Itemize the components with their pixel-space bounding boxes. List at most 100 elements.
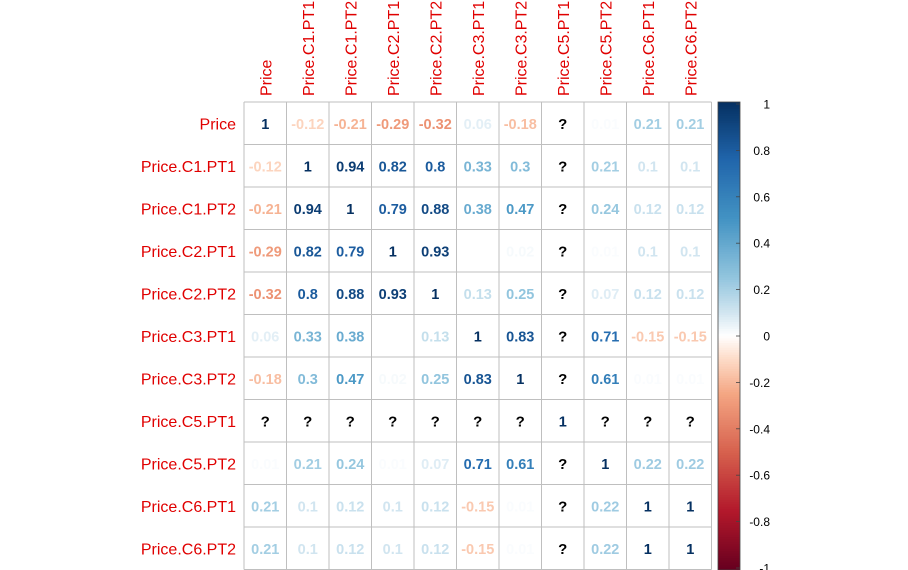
colorbar-segment — [718, 153, 740, 157]
colorbar-segment — [718, 403, 740, 407]
colorbar-segment — [718, 410, 740, 414]
corr-value-label: 0.01 — [379, 457, 407, 473]
colorbar-tick-label: -0.6 — [749, 469, 770, 483]
corr-cell — [499, 442, 541, 484]
corr-cell — [244, 187, 286, 229]
corr-value-label: 1 — [389, 244, 397, 260]
corr-value-label: 1 — [686, 542, 694, 558]
corr-value-label: 0.06 — [251, 329, 279, 345]
corr-value-label: 0.22 — [591, 542, 619, 558]
corr-cell — [457, 230, 499, 272]
colorbar-segment — [718, 179, 740, 183]
colorbar-segment — [718, 289, 740, 293]
colorbar-segment — [718, 448, 740, 452]
corr-cell — [287, 315, 329, 357]
colorbar-segment — [718, 560, 740, 564]
colorbar-segment — [718, 216, 740, 220]
corr-cell — [329, 102, 371, 144]
colorbar-segment — [718, 233, 740, 236]
missing-value-mark: ? — [346, 413, 355, 430]
colorbar-segment — [718, 275, 740, 279]
colorbar-segment — [718, 474, 740, 477]
corr-value-label: 0.79 — [336, 244, 364, 260]
colorbar-segment — [718, 221, 740, 225]
colorbar-segment — [718, 336, 740, 339]
colorbar-segment — [718, 263, 740, 267]
colorbar-segment — [718, 389, 740, 393]
colorbar-segment — [718, 511, 740, 515]
colorbar-segment — [718, 427, 740, 431]
row-label: Price.C1.PT2 — [141, 201, 236, 218]
colorbar-segment — [718, 546, 740, 550]
corr-cell — [457, 485, 499, 527]
corr-cell — [669, 357, 711, 399]
colorbar-segment — [718, 567, 740, 570]
corr-cell — [329, 230, 371, 272]
colorbar-segment — [718, 359, 740, 363]
colorbar-segment — [718, 441, 740, 445]
colorbar-segment — [718, 160, 740, 164]
corr-cell — [287, 102, 329, 144]
colorbar-segment — [718, 539, 740, 543]
corr-value-label: 0.94 — [336, 159, 364, 175]
colorbar-segment — [718, 139, 740, 143]
colorbar-segment — [718, 502, 740, 506]
row-label: Price.C5.PT2 — [141, 456, 236, 473]
corr-cell — [457, 357, 499, 399]
corr-value-label: 0.93 — [379, 287, 407, 303]
colorbar-segment — [718, 387, 740, 391]
colorbar-segment — [718, 214, 740, 218]
corr-value-label: 0.01 — [676, 372, 704, 388]
corr-cell — [244, 485, 286, 527]
missing-value-mark: ? — [558, 541, 567, 558]
corr-cell — [287, 527, 329, 569]
corr-cell — [414, 442, 456, 484]
colorbar-segment — [718, 286, 740, 290]
colorbar-segment — [718, 134, 740, 138]
colorbar-segment — [718, 312, 740, 316]
colorbar-segment — [718, 392, 740, 396]
colorbar-segment — [718, 204, 740, 208]
colorbar-segment — [718, 555, 740, 559]
colorbar-segment — [718, 450, 740, 454]
colorbar-segment — [718, 219, 740, 222]
missing-value-mark: ? — [558, 456, 567, 473]
corr-value-label: 1 — [474, 329, 482, 345]
corr-cell — [499, 485, 541, 527]
corr-value-label: -0.15 — [674, 329, 707, 345]
colorbar-segment — [718, 307, 740, 311]
corr-cell — [584, 145, 626, 187]
corr-cell — [329, 272, 371, 314]
colorbar-segment — [718, 509, 740, 513]
corr-cell — [372, 187, 414, 229]
corr-cell — [287, 230, 329, 272]
corr-cell — [627, 357, 669, 399]
corr-cell — [627, 145, 669, 187]
colorbar-segment — [718, 123, 740, 126]
column-label: Price.C5.PT2 — [598, 1, 615, 96]
corr-value-label: 1 — [516, 372, 524, 388]
colorbar-segment — [718, 460, 740, 463]
column-label: Price.C3.PT1 — [471, 1, 488, 96]
corr-cell — [372, 527, 414, 569]
corr-value-label: 0.38 — [464, 202, 492, 218]
column-label: Price.C1.PT1 — [301, 1, 318, 96]
colorbar-segment — [718, 499, 740, 503]
colorbar-segment — [718, 328, 740, 332]
corr-value-label: 0.24 — [591, 202, 619, 218]
colorbar-segment — [718, 485, 740, 489]
corr-cell — [457, 272, 499, 314]
colorbar-segment — [718, 270, 740, 274]
corr-cell — [287, 442, 329, 484]
corr-cell — [457, 102, 499, 144]
colorbar-segment — [718, 495, 740, 499]
corr-cell — [584, 527, 626, 569]
colorbar-segment — [718, 455, 740, 459]
colorbar-segment — [718, 422, 740, 426]
corr-value-label: 0.93 — [421, 244, 449, 260]
corr-value-label: 0.94 — [294, 202, 322, 218]
colorbar-segment — [718, 265, 740, 269]
colorbar-segment — [718, 483, 740, 487]
corr-cell — [499, 230, 541, 272]
corr-value-label: 1 — [346, 202, 354, 218]
